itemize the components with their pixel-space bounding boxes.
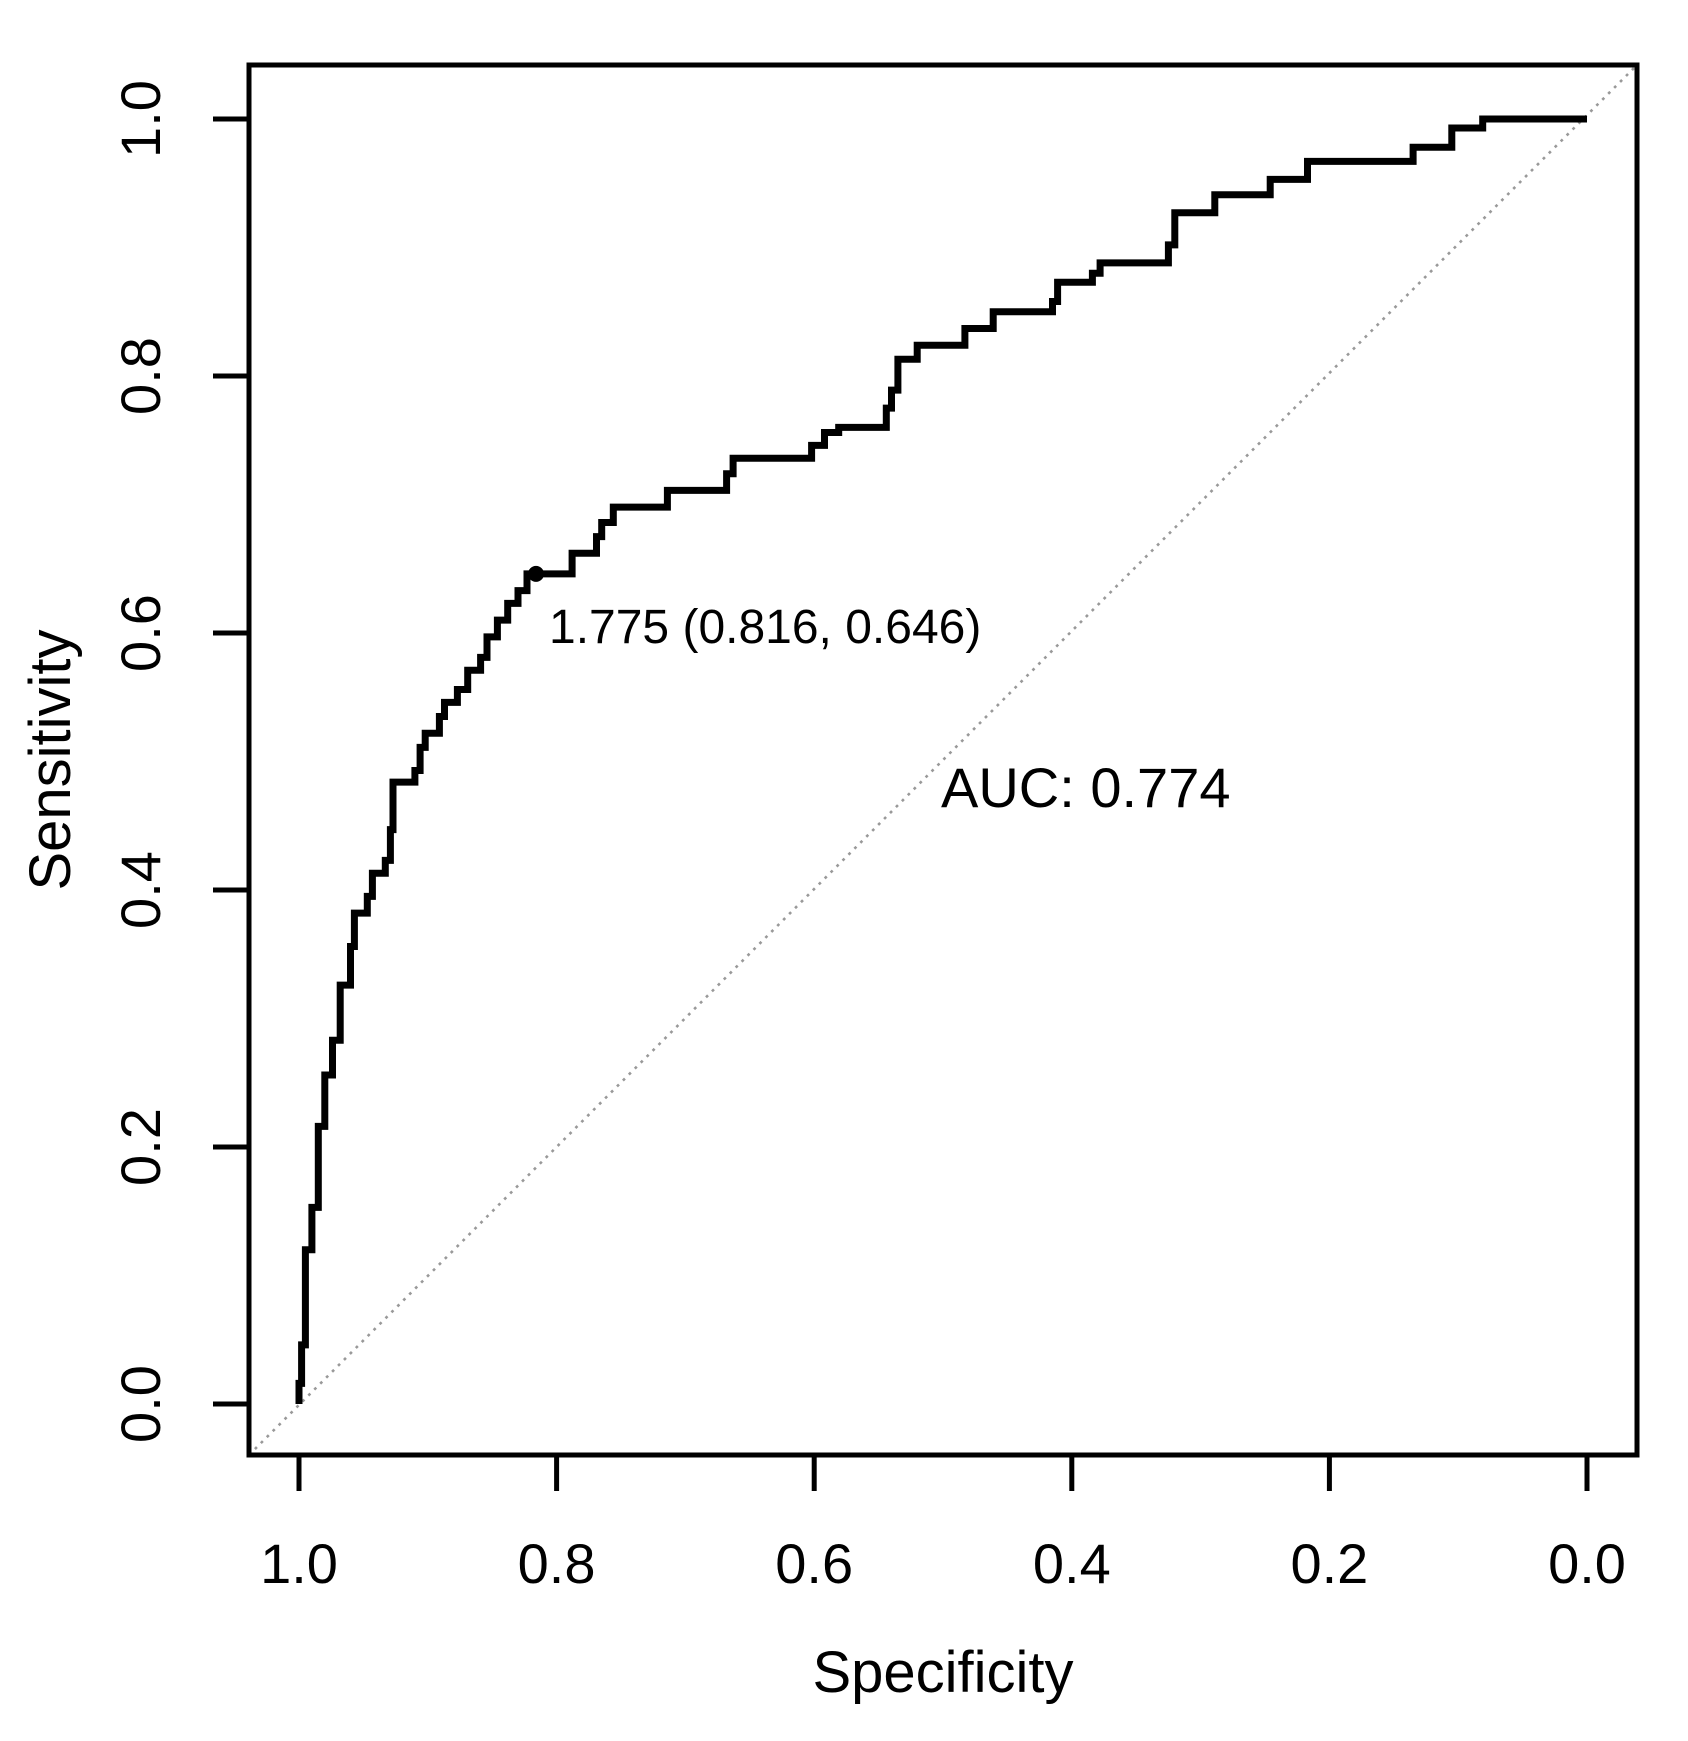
x-axis-ticks: 1.0 0.8 0.6 0.4 0.2 0.0: [260, 1455, 1626, 1595]
roc-curve-path: [295, 115, 1587, 1404]
y-tick-label: 0.0: [109, 1365, 172, 1443]
y-tick-label: 0.2: [109, 1108, 172, 1186]
auc-annotation: AUC: 0.774: [941, 756, 1231, 819]
y-axis-ticks: 0.0 0.2 0.4 0.6 0.8 1.0: [109, 80, 249, 1443]
x-axis-title: Specificity: [812, 1640, 1073, 1705]
y-tick-label: 0.4: [109, 851, 172, 929]
threshold-point-marker: [528, 565, 544, 582]
x-tick-label: 0.0: [1548, 1532, 1626, 1595]
y-tick-label: 0.8: [109, 337, 172, 415]
plot-border-rect: [246, 62, 1640, 1458]
threshold-point-dot: [528, 565, 544, 582]
x-tick-label: 0.8: [518, 1532, 596, 1595]
y-axis-title: Sensitivity: [18, 629, 83, 890]
x-tick-label: 0.6: [775, 1532, 853, 1595]
y-tick-label: 0.6: [109, 594, 172, 672]
x-tick-label: 0.2: [1290, 1532, 1368, 1595]
x-tick-label: 1.0: [260, 1532, 338, 1595]
plot-border-box: [246, 62, 1640, 1458]
x-tick-label: 0.4: [1033, 1532, 1111, 1595]
roc-curve-line: [295, 115, 1587, 1404]
y-tick-label: 1.0: [109, 80, 172, 158]
threshold-annotation: 1.775 (0.816, 0.646): [549, 601, 981, 654]
